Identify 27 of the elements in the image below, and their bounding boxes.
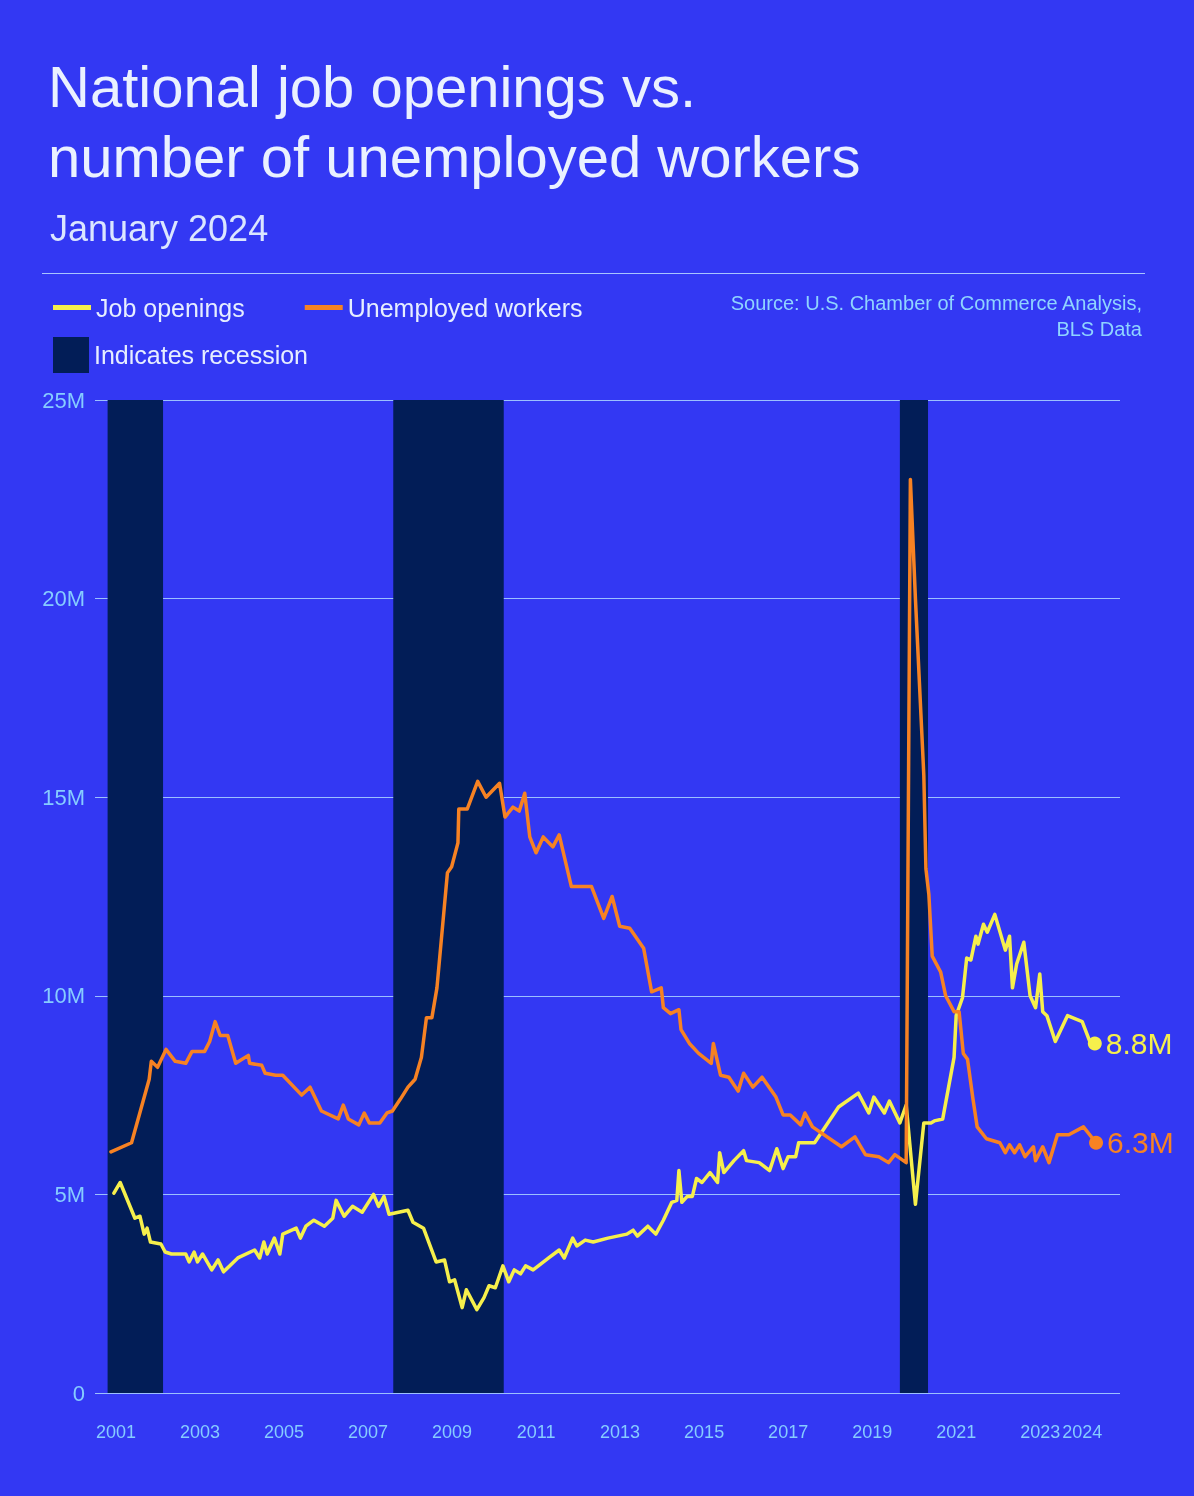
x-tick-label: 2007 <box>348 1422 389 1442</box>
y-tick-label: 15M <box>42 784 85 810</box>
x-tick-label: 2019 <box>852 1422 893 1442</box>
y-tick-label: 5M <box>54 1181 85 1207</box>
data-label: 6.3M <box>1107 1126 1174 1160</box>
x-tick-label: 2024 <box>1062 1422 1103 1442</box>
x-tick-label: 2013 <box>600 1422 641 1442</box>
chart-title: National job openings vs. number of unemployed workers <box>48 53 862 191</box>
legend-label: Unemployed workers <box>347 293 583 322</box>
x-tick-label: 2005 <box>264 1422 305 1442</box>
x-tick-label: 2003 <box>180 1422 221 1442</box>
x-tick-label: 2021 <box>936 1422 977 1442</box>
x-tick-label: 2001 <box>95 1422 137 1442</box>
legend-label: Indicates recession <box>94 341 309 369</box>
y-tick-label: 20M <box>42 586 85 612</box>
y-tick-label: 25M <box>42 387 85 413</box>
x-tick-label: 2015 <box>684 1422 725 1442</box>
x-tick-label: 2009 <box>432 1422 473 1442</box>
x-tick-label: 2023 <box>1020 1422 1061 1442</box>
y-tick-label: 10M <box>42 983 85 1009</box>
legend-label: Job openings <box>96 293 245 322</box>
data-label: 8.8M <box>1105 1026 1173 1060</box>
source-note: Source: U.S. Chamber of Commerce Analysis, BLS Data <box>729 291 1142 342</box>
x-tick-label: 2017 <box>768 1422 809 1442</box>
chart-subtitle: January 2024 <box>50 208 269 250</box>
y-tick-label: 0 <box>72 1380 85 1406</box>
x-tick-label: 2011 <box>516 1422 556 1442</box>
